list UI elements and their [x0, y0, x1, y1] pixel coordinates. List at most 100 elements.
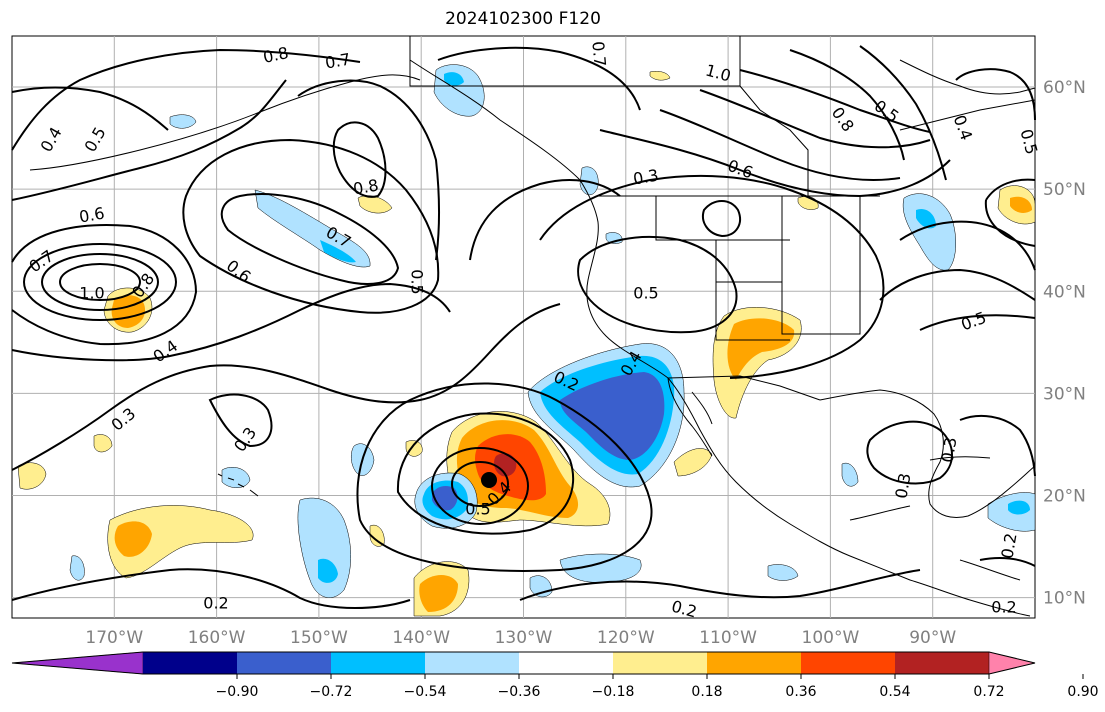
lat-tick-label: 50°N	[1043, 180, 1086, 200]
contour-line	[11, 303, 561, 471]
contour-label: 0.5	[633, 284, 658, 303]
shade-blob-negative	[169, 114, 197, 129]
contour-line	[659, 109, 901, 181]
contour-line	[866, 420, 953, 485]
contour-label: 0.7	[588, 40, 609, 67]
colorbar-tick-label: 0.54	[879, 684, 910, 700]
lon-tick-label: 90°W	[909, 628, 956, 648]
contour-label: 0.5	[465, 500, 490, 519]
contour-line	[789, 49, 905, 161]
contour-line	[739, 69, 931, 133]
shade-blob-positive	[673, 448, 713, 477]
contour-label: 1.0	[79, 284, 104, 303]
shade-blob-negative	[254, 189, 371, 268]
contour-line	[41, 253, 159, 311]
contour-label: 0.8	[261, 43, 290, 67]
shade-blob-positive	[649, 71, 671, 81]
lat-tick-label: 30°N	[1043, 384, 1086, 404]
contour-line	[599, 129, 951, 198]
shade-blob-negative	[767, 564, 799, 581]
contour-label: 0.2	[991, 598, 1016, 617]
shade-blob-negative	[916, 208, 936, 229]
contour-line	[431, 447, 529, 525]
colorbar-extend-high	[988, 651, 1036, 675]
lon-tick-label: 170°W	[85, 628, 143, 648]
contour-line	[539, 174, 885, 379]
contour-line	[220, 193, 400, 285]
contour-label: 0.3	[937, 436, 960, 464]
lat-tick-label: 20°N	[1043, 486, 1086, 506]
colorbar-swatch	[425, 652, 520, 674]
lat-tick-label: 40°N	[1043, 282, 1086, 302]
lat-tick-label: 60°N	[1043, 78, 1086, 98]
colorbar-swatch	[801, 652, 896, 674]
colorbar-swatch	[143, 652, 238, 674]
contour-line	[356, 382, 653, 572]
contour-lines	[11, 45, 1036, 609]
storm-center-marker	[481, 472, 497, 488]
map-title: 2024102300 F120	[445, 9, 601, 29]
colorbar-tick-label: 0.18	[691, 684, 722, 700]
colorbar-extend-low	[11, 651, 144, 675]
lon-tick-label: 160°W	[188, 628, 246, 648]
lon-tick-label: 110°W	[699, 628, 757, 648]
us-border	[598, 195, 880, 341]
colorbar-swatch	[519, 652, 614, 674]
contour-line	[955, 68, 1036, 121]
lon-tick-label: 130°W	[495, 628, 553, 648]
contour-label: 0.2	[997, 532, 1020, 560]
lon-tick-label: 100°W	[802, 628, 860, 648]
contour-line	[919, 314, 1036, 331]
shade-blob-positive	[494, 453, 517, 477]
contour-line	[899, 220, 1036, 271]
contour-line	[182, 138, 440, 314]
colorbar-outline	[11, 651, 1036, 675]
contour-line	[59, 263, 141, 301]
lat-tick-label: 10°N	[1043, 589, 1086, 609]
colorbar-tick-label: −0.90	[216, 684, 259, 700]
contour-label: 0.6	[78, 203, 106, 226]
coastlines	[29, 36, 1036, 617]
aleutian-islands	[29, 74, 421, 171]
central-america	[849, 456, 1021, 581]
contour-line	[699, 89, 931, 149]
contour-line	[297, 79, 440, 261]
shade-blob-negative	[841, 462, 859, 487]
shade-blob-negative	[560, 372, 665, 460]
shade-blob-negative	[444, 72, 464, 86]
contour-label: 0.7	[324, 49, 352, 72]
shade-blob-positive	[727, 318, 795, 380]
axis-tick-labels: 170°W 160°W 150°W 140°W 130°W 120°W 110°W 100°W…	[85, 78, 1085, 648]
contour-label: 0.8	[352, 175, 380, 198]
baja-california	[667, 377, 713, 457]
shade-blob-positive	[17, 462, 47, 490]
colorbar-tick-label: −0.54	[404, 684, 447, 700]
colorbar-tick-label: 0.72	[973, 684, 1004, 700]
colorbar-tick-label: 0.36	[785, 684, 816, 700]
contour-line	[959, 414, 1036, 477]
contour-line	[396, 412, 575, 535]
colorbar-tick-label: −0.72	[310, 684, 353, 700]
colorbar-swatch	[331, 652, 426, 674]
mexico-border	[667, 375, 821, 401]
colorbar-tick-label: −0.36	[498, 684, 541, 700]
colorbar-swatch	[707, 652, 802, 674]
contour-line	[11, 224, 198, 346]
shade-blob-positive	[93, 434, 113, 453]
colorbar-swatch	[895, 652, 990, 674]
shade-blob-positive	[405, 440, 423, 457]
lon-tick-label: 120°W	[597, 628, 655, 648]
contour-line	[437, 46, 641, 261]
shade-blob-negative	[69, 555, 85, 581]
contour-label: 0.5	[408, 269, 427, 294]
shade-blob-negative	[559, 553, 642, 583]
contour-line	[11, 86, 169, 131]
lon-tick-label: 140°W	[392, 628, 450, 648]
contour-line	[11, 282, 451, 362]
colorbar-swatch	[237, 652, 332, 674]
contour-label: 0.2	[203, 594, 228, 613]
shade-blob-positive	[419, 575, 458, 612]
contour-label: 0.3	[891, 472, 914, 500]
contour-line	[208, 393, 273, 448]
